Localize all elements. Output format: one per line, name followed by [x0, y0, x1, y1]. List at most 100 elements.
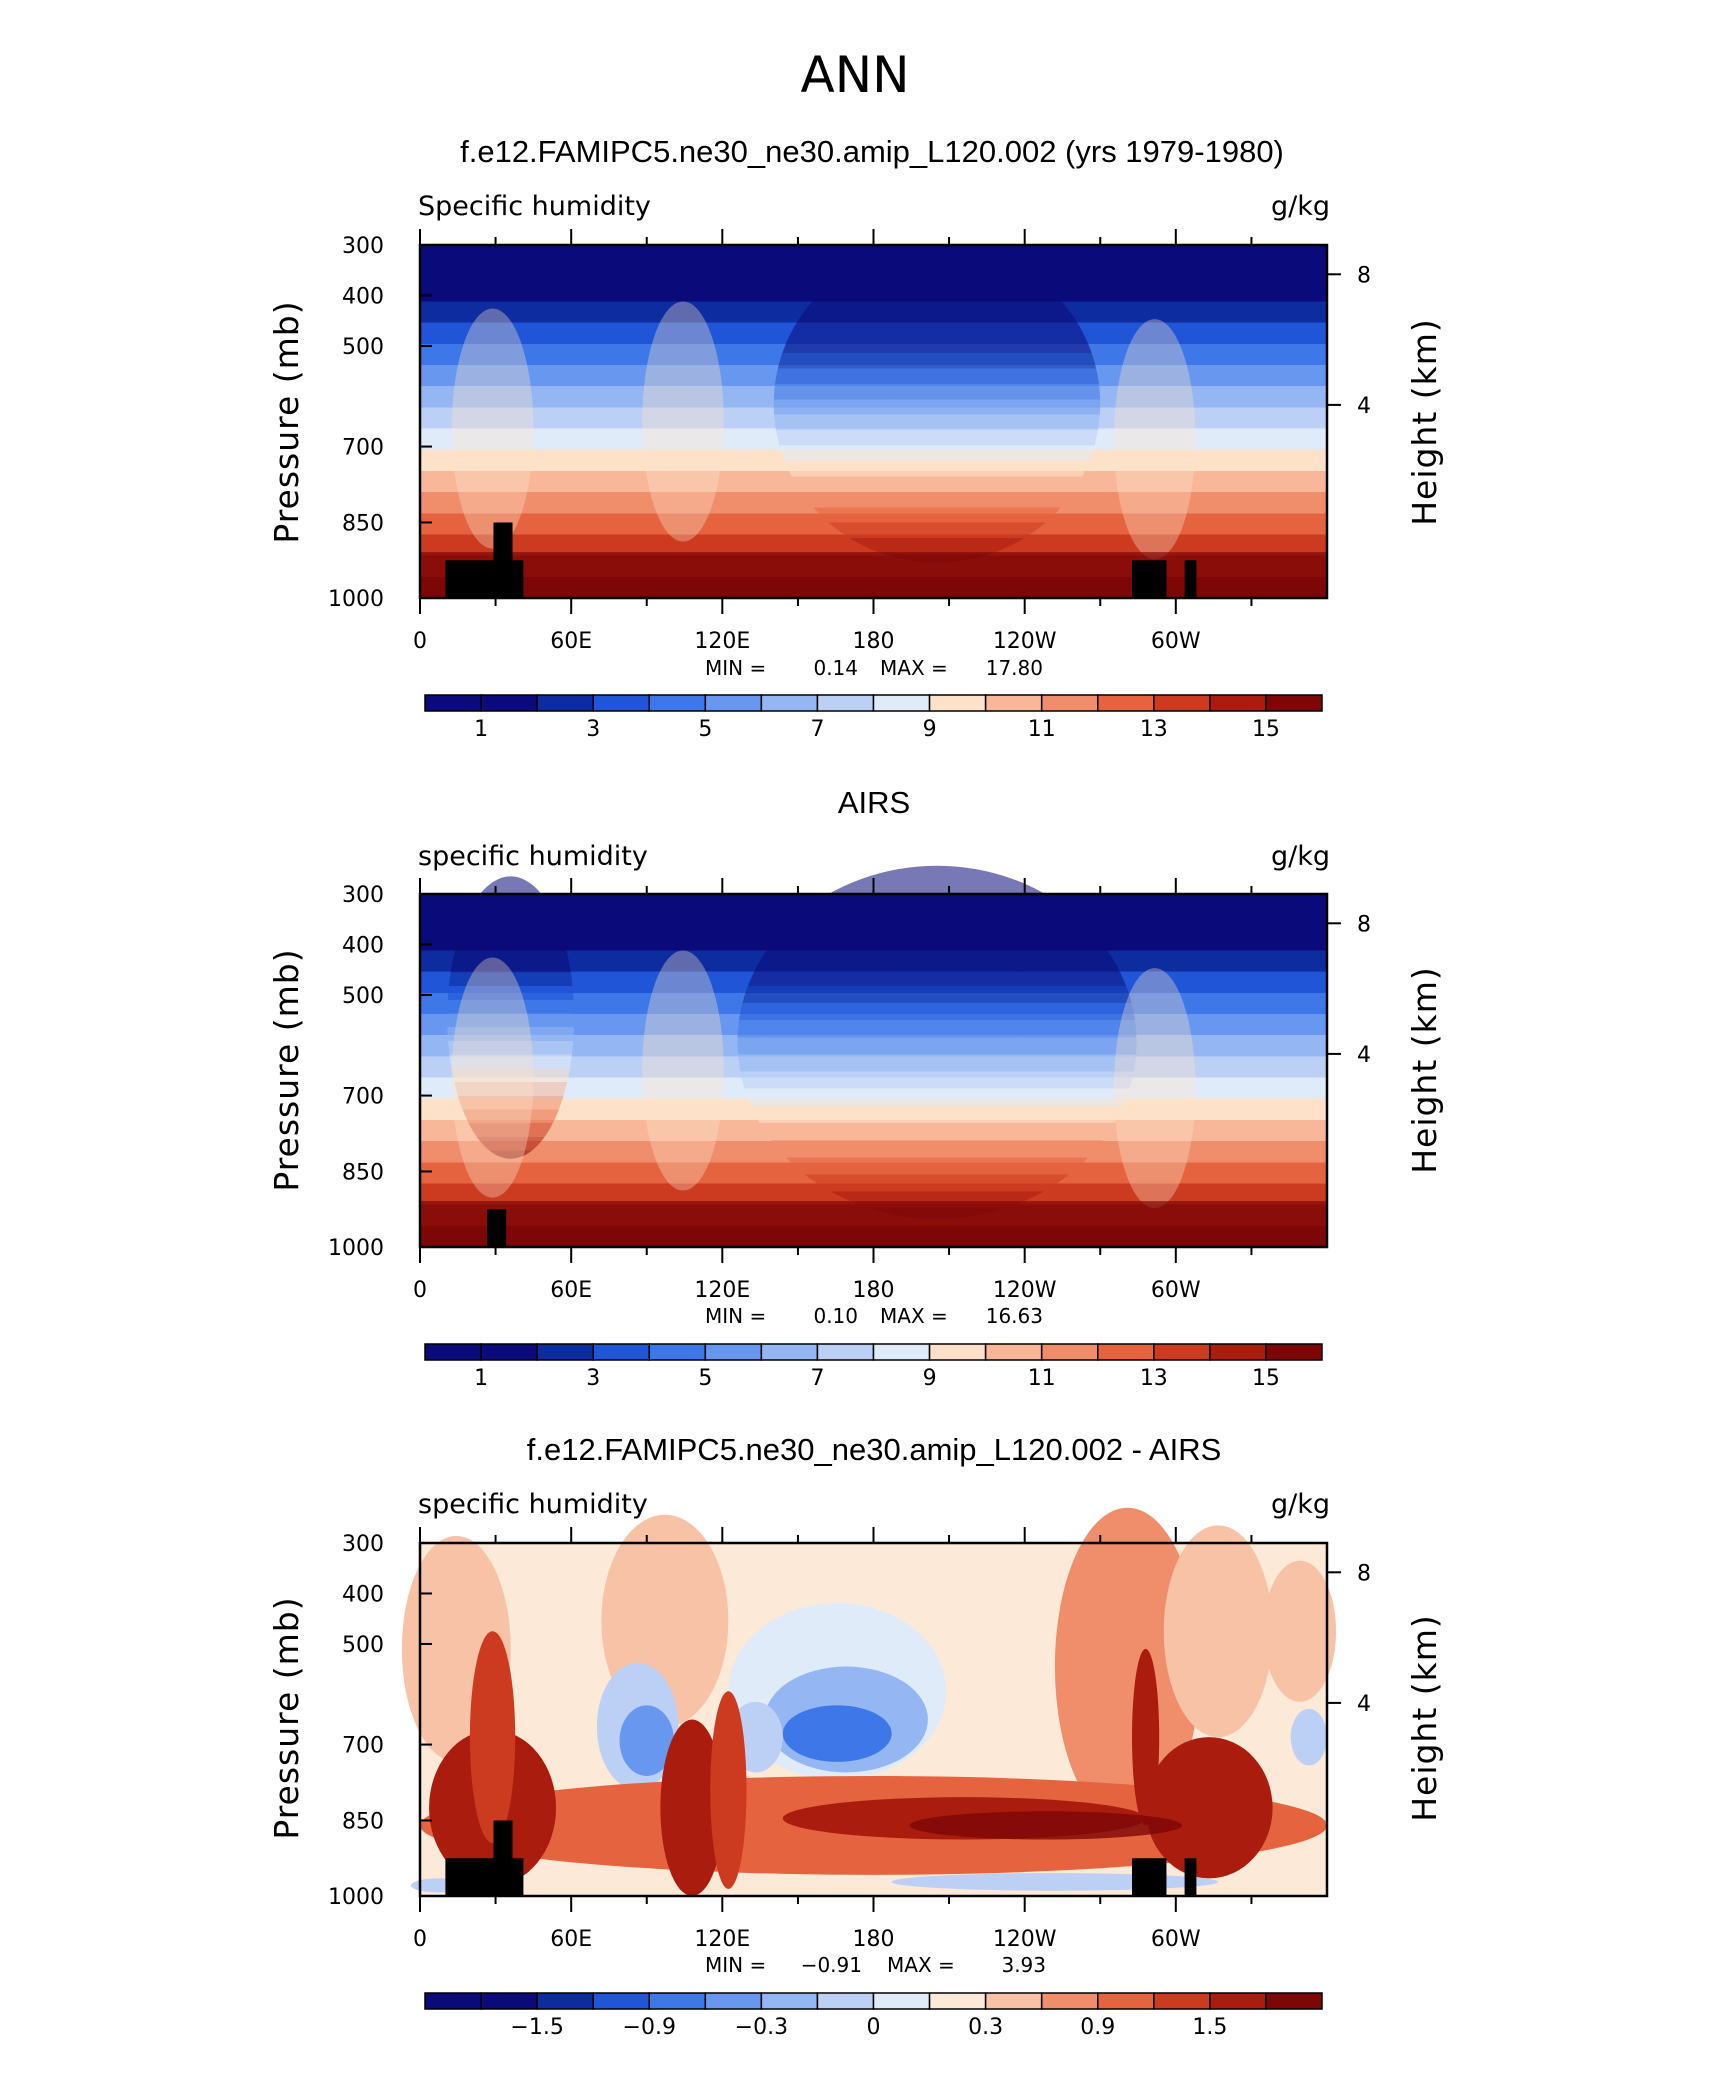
colorbar-box [760, 1992, 819, 2010]
panel-2-ylabel2: Height (km) [1405, 966, 1444, 1174]
panel-1-min-label: MIN = [705, 656, 766, 680]
colorbar-box [704, 1992, 763, 2010]
xtick-label: 180 [853, 1927, 895, 1952]
y2tick-label: 8 [1357, 1561, 1371, 1586]
colorbar-label: 13 [1140, 1366, 1168, 1391]
colorbar-box [760, 1343, 819, 1361]
colorbar-box [648, 694, 707, 712]
panel-3-stats: MIN = −0.91 MAX = 3.93 [705, 1953, 1046, 1977]
ytick-label: 1000 [328, 1236, 384, 1261]
colorbar-box [592, 1992, 650, 2010]
colorbar-box [648, 1992, 707, 2010]
colorbar-box [648, 1343, 707, 1361]
panel-2: AIRS specific humidity g/kg 300400500700… [267, 785, 1444, 1391]
xtick-label: 60E [550, 629, 592, 654]
ytick-label: 1000 [328, 587, 384, 612]
ytick-label: 700 [342, 436, 384, 461]
panel-3-max-value: 3.93 [1001, 1953, 1046, 1977]
panel-1-max-label: MAX = [880, 656, 948, 680]
panel-1: f.e12.FAMIPC5.ne30_ne30.amip_L120.002 (y… [267, 134, 1444, 742]
panel-3-min-value: −0.91 [801, 1953, 862, 1977]
panel-2-axes: 300 400 500 700 850 1000 8 4 0 60E 120E 180 120W 60W [328, 878, 1371, 1303]
xtick-label: 60E [550, 1927, 592, 1952]
ytick-label: 700 [342, 1734, 384, 1759]
colorbar-box [984, 1343, 1043, 1361]
panel-2-units-label: g/kg [1271, 841, 1330, 872]
panel-1-max-value: 17.80 [986, 656, 1043, 680]
colorbar-label: 9 [923, 1366, 937, 1391]
colorbar-label: 3 [586, 717, 600, 742]
colorbar-box [424, 694, 482, 712]
colorbar-label: 11 [1028, 717, 1056, 742]
xtick-label: 60W [1151, 1927, 1201, 1952]
ytick-label: 1000 [328, 1885, 384, 1910]
panel-3-ylabel: Pressure (mb) [267, 1596, 306, 1839]
colorbar-box [872, 694, 931, 712]
ytick-label: 300 [342, 883, 384, 908]
colorbar-box [1040, 694, 1099, 712]
xtick-label: 180 [853, 629, 895, 654]
colorbar-box [928, 694, 987, 712]
colorbar-box [1097, 1343, 1155, 1361]
colorbar-label: 3 [586, 1366, 600, 1391]
colorbar-box [480, 1992, 538, 2010]
xtick-label: 60W [1151, 1278, 1201, 1303]
colorbar-label: 1 [474, 717, 488, 742]
panel-2-max-label: MAX = [880, 1304, 948, 1328]
panel-3-variable-label: specific humidity [418, 1489, 648, 1520]
panel-2-contour-field [420, 865, 1327, 1247]
panel-1-min-value: 0.14 [813, 656, 858, 680]
colorbar-label: 13 [1140, 717, 1168, 742]
colorbar-box [704, 1343, 763, 1361]
colorbar-box [1209, 694, 1267, 712]
colorbar-box [592, 694, 650, 712]
colorbar-box [424, 1343, 482, 1361]
colorbar-label: 7 [810, 1366, 824, 1391]
colorbar-label: 15 [1252, 1366, 1280, 1391]
colorbar-box [1209, 1343, 1267, 1361]
colorbar-box [1097, 1992, 1155, 2010]
colorbar-label: −0.9 [623, 2015, 676, 2040]
panel-3-title: f.e12.FAMIPC5.ne30_ne30.amip_L120.002 - … [527, 1432, 1222, 1467]
ytick-label: 850 [342, 1160, 384, 1185]
colorbar-label: −0.3 [735, 2015, 788, 2040]
panel-2-title: AIRS [838, 785, 910, 820]
colorbar-box [424, 1992, 482, 2010]
colorbar-label: 0.9 [1080, 2015, 1115, 2040]
panel-1-contour-field [420, 245, 1327, 598]
panel-1-ylabel: Pressure (mb) [267, 300, 306, 543]
panel-2-variable-label: specific humidity [418, 841, 648, 872]
colorbar-box [928, 1992, 987, 2010]
figure-title: ANN [800, 46, 909, 104]
colorbar-box [1265, 694, 1323, 712]
panel-2-min-value: 0.10 [813, 1304, 858, 1328]
panel-3-ylabel2: Height (km) [1405, 1614, 1444, 1822]
panel-1-units-label: g/kg [1271, 191, 1330, 222]
panel-3: f.e12.FAMIPC5.ne30_ne30.amip_L120.002 - … [267, 1432, 1444, 2040]
panel-2-min-label: MIN = [705, 1304, 766, 1328]
xtick-label: 60E [550, 1278, 592, 1303]
colorbar-label: 5 [698, 717, 712, 742]
panel-1-axes: 300 400 500 700 850 1000 8 4 0 60E 120E 180 120W 60W [328, 229, 1371, 654]
colorbar-label: 0 [867, 2015, 881, 2040]
colorbar-box [1040, 1343, 1099, 1361]
colorbar-label: −1.5 [510, 2015, 563, 2040]
xtick-label: 120W [993, 1927, 1057, 1952]
ytick-label: 500 [342, 1633, 384, 1658]
colorbar-box [1209, 1992, 1267, 2010]
colorbar-label: 5 [698, 1366, 712, 1391]
colorbar-box [480, 1343, 538, 1361]
colorbar-label: 9 [923, 717, 937, 742]
colorbar-box [872, 1992, 931, 2010]
y2tick-label: 4 [1357, 394, 1371, 419]
xtick-label: 120E [694, 1278, 750, 1303]
ytick-label: 850 [342, 1809, 384, 1834]
xtick-label: 0 [413, 1278, 427, 1303]
xtick-label: 120E [694, 629, 750, 654]
xtick-label: 60W [1151, 629, 1201, 654]
colorbar-label: 1.5 [1192, 2015, 1227, 2040]
colorbar-label: 1 [474, 1366, 488, 1391]
colorbar-box [1097, 694, 1155, 712]
panel-3-units-label: g/kg [1271, 1489, 1330, 1520]
